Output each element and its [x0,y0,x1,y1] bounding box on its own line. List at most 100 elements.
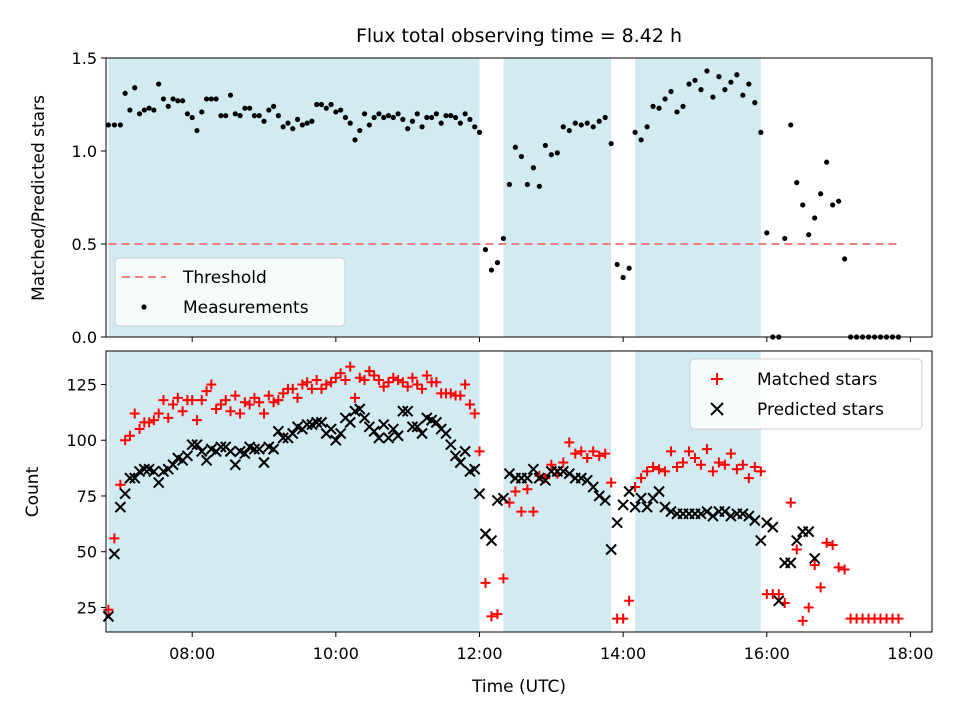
top-legend-box [114,257,346,327]
predicted-star-point [623,485,635,498]
predicted-star-point [368,425,380,437]
measurement-point [680,103,686,109]
matched-star-point [239,397,250,408]
measurement-point [175,98,181,104]
predicted-star-point [373,432,385,444]
measurement-point [111,122,117,128]
measurement-point [494,260,501,266]
y-tick-label: 1.0 [72,142,97,161]
measurement-point [590,124,596,130]
bottom-panel: 08:00 10:00 12:00 14:00 16:00 18:00 25 50 75 100… [23,350,934,697]
matched-star-point [421,370,432,381]
predicted-star-point [761,517,773,529]
predicted-star-point [129,472,141,484]
predicted-star-point [767,521,779,533]
predicted-star-point [411,421,423,433]
measurement-point [752,100,758,106]
predicted-star-point [449,450,462,462]
measurement-point [716,74,722,80]
matched-star-point [412,379,423,390]
matched-star-point [417,383,428,394]
measurement-point [328,101,334,108]
measurement-point [199,109,205,115]
predicted-star-point [239,447,251,460]
predicted-star-point [310,416,323,429]
predicted-star-point [808,552,821,565]
matched-star-point [316,383,327,394]
measurement-point [542,142,548,149]
measurement-point [472,124,478,130]
matched-star-point [120,435,131,446]
measurement-point [457,120,463,126]
measurement-point [223,113,229,119]
measurement-point [782,235,788,242]
predicted-star-point [521,472,534,484]
measurement-point [227,92,234,98]
matched-star-point [582,453,593,464]
matched-star-point [630,482,641,493]
predicted-star-point [138,463,151,475]
matched-star-point [393,374,404,385]
bottom-axes-frame [105,350,933,633]
measurement-point [656,105,662,111]
predicted-star-point [468,463,481,475]
measurement-point [270,103,277,109]
measurement-point [395,111,401,117]
matched-star-point [302,377,313,388]
legend-predicted-swatch [710,402,724,416]
predicted-star-point [802,525,815,538]
measurement-point [280,124,286,130]
predicted-star-point [695,508,707,520]
measurement-point [127,107,133,113]
predicted-star-point [557,465,570,478]
measurement-point [318,101,325,108]
measurement-point [530,165,536,171]
measurement-point [614,261,620,268]
predicted-star-point [503,467,516,480]
matched-star-point [689,453,700,464]
matched-star-point [785,497,796,508]
predicted-star-point [334,427,347,440]
matched-star-point [809,560,820,571]
matched-star-point [373,374,384,385]
matched-star-point [158,395,169,406]
measurement-point [448,113,454,119]
measurement-point [170,96,176,102]
y-tick-label: 125 [66,375,97,394]
measurement-point [488,267,495,273]
measurement-point [347,120,353,126]
matched-star-point [249,392,260,403]
matched-star-point [292,392,303,403]
y-tick-label: 50 [77,543,97,562]
predicted-star-point [354,403,366,415]
matched-star-point [402,381,413,392]
y-tick-label: 0.5 [72,235,97,254]
measurement-point [572,120,578,126]
predicted-star-point [785,557,797,569]
measurement-point [433,111,439,117]
measurement-point [662,96,668,102]
matched-star-point [672,461,683,472]
legend-matched-label: Matched stars [757,370,877,390]
bottom-y-ticks: 25 50 75 100 125 [66,375,106,617]
measurement-point [518,153,524,160]
predicted-star-point [575,472,587,484]
measurement-point [419,124,425,130]
measurement-point [524,181,530,188]
measurement-point [764,230,770,236]
matched-star-point [273,395,284,406]
predicted-star-point [737,508,749,520]
measurement-point [333,109,339,115]
predicted-star-point [114,501,127,513]
measurement-point [156,81,162,87]
predicted-star-point [617,499,629,511]
matched-star-point [821,537,832,548]
measurement-point [800,202,806,208]
matched-star-point [678,457,689,468]
measurement-point [160,96,167,102]
y-tick-label: 25 [77,598,97,617]
measurement-point [232,111,238,117]
bottom-y-axis-label: Count [23,466,43,517]
matched-star-point [654,464,665,475]
measurement-point [740,92,746,98]
